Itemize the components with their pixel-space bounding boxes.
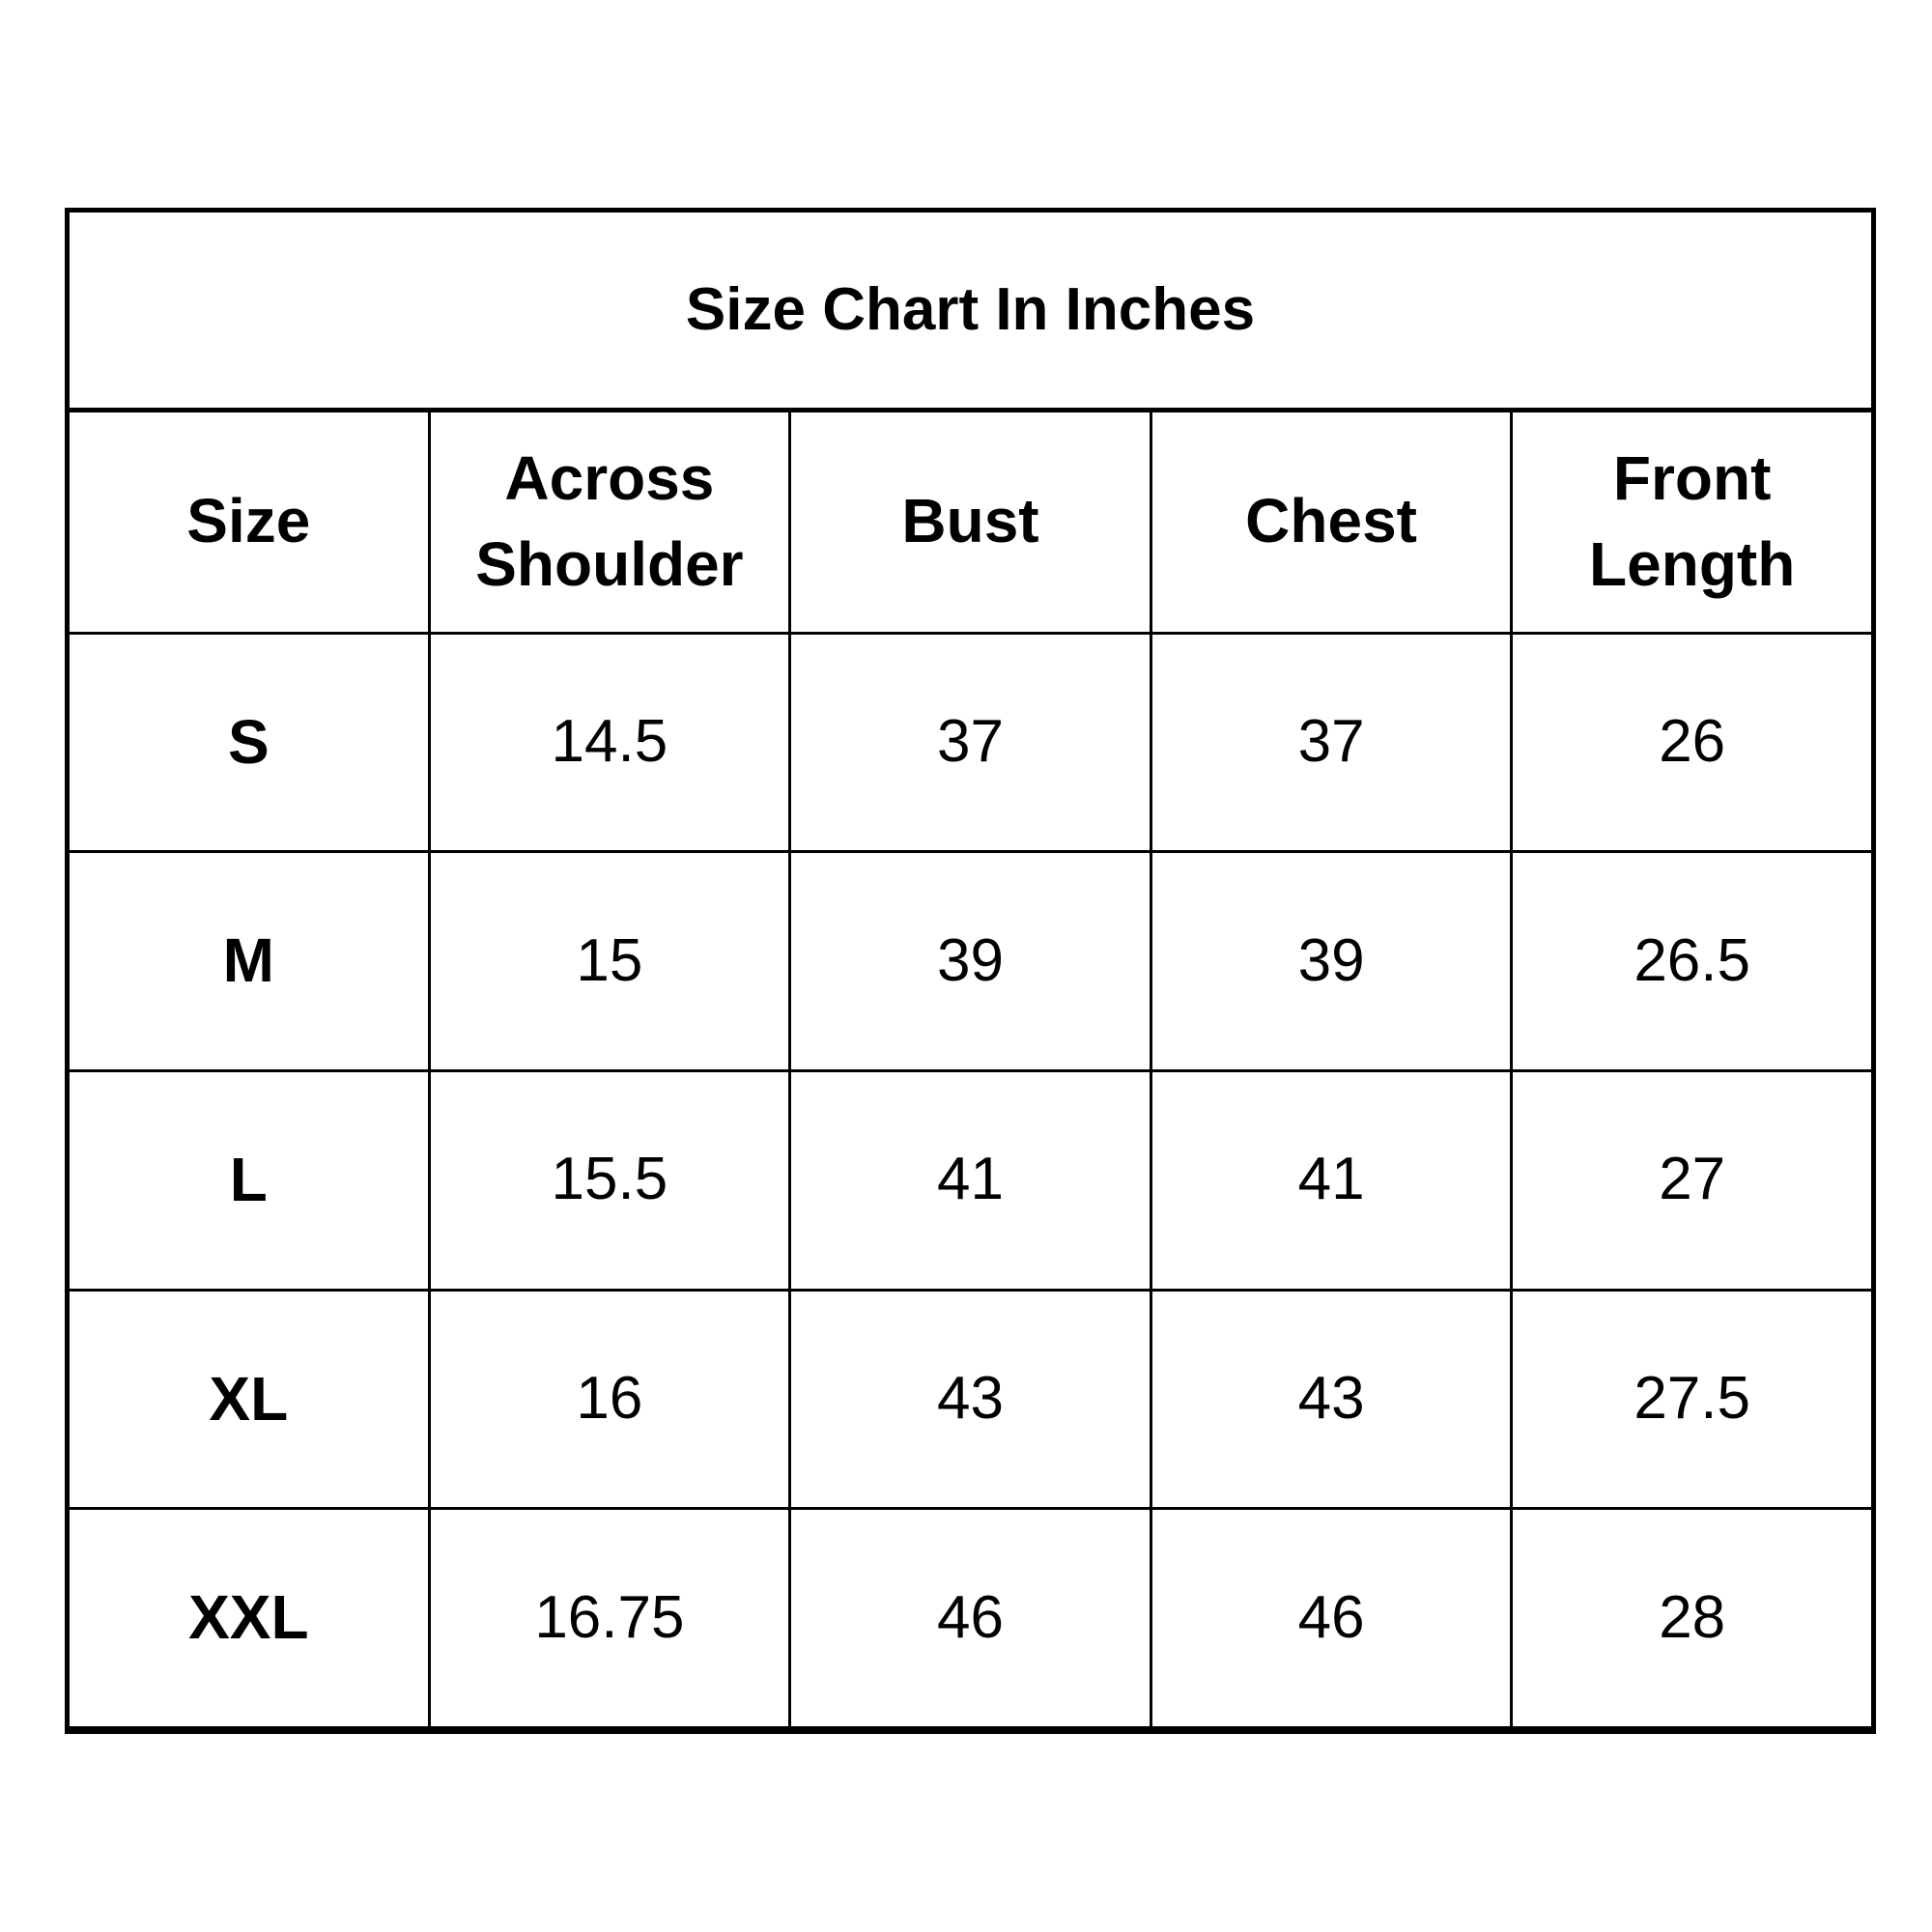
table-title: Size Chart In Inches	[70, 213, 1871, 412]
cell-size: S	[70, 634, 431, 851]
cell-across-shoulder: 16.75	[431, 1510, 792, 1727]
cell-front-length: 27.5	[1634, 1365, 1750, 1433]
table-row: XXL 16.75 46 46 28	[70, 1510, 1871, 1730]
header-chest: Chest	[1152, 412, 1514, 632]
cell-front-length: 26.5	[1634, 926, 1750, 994]
cell-across-shoulder: 16	[431, 1291, 792, 1508]
cell-size: L	[70, 1071, 431, 1289]
header-text: Chest	[1245, 486, 1417, 556]
table-row: S 14.5 37 37 26	[70, 634, 1871, 854]
header-bust: Bust	[791, 412, 1152, 632]
cell-across-shoulder: 14.5	[431, 634, 792, 851]
header-row: Size Across Shoulder Bust Chest Front Leng…	[70, 412, 1871, 635]
header-across-shoulder: Across Shoulder	[431, 412, 792, 632]
cell-chest: 41	[1152, 1071, 1514, 1289]
header-text: Across Shoulder	[475, 442, 744, 600]
cell-bust: 43	[791, 1291, 1152, 1508]
cell-across-shoulder: 15	[431, 853, 792, 1069]
cell-bust: 39	[791, 853, 1152, 1069]
cell-chest: 37	[1152, 634, 1514, 851]
table-row: XL 16 43 43 27.5	[70, 1291, 1871, 1511]
cell-across-shoulder: 15.5	[431, 1071, 792, 1289]
cell-chest: 39	[1152, 853, 1514, 1069]
header-size: Size	[70, 412, 431, 632]
header-text: Front Length	[1589, 442, 1796, 600]
header-text: Size	[186, 486, 311, 556]
header-text: Bust	[901, 486, 1039, 556]
size-chart-table: Size Chart In Inches Size Across Shoulder…	[65, 208, 1876, 1734]
cell-size: M	[70, 853, 431, 1069]
cell-bust: 37	[791, 634, 1152, 851]
cell-bust: 41	[791, 1071, 1152, 1289]
cell-size: XXL	[70, 1510, 431, 1727]
cell-front-length: 28	[1659, 1583, 1726, 1651]
cell-front-length: 26	[1659, 707, 1726, 775]
table-row: L 15.5 41 41 27	[70, 1071, 1871, 1292]
cell-chest: 46	[1152, 1510, 1514, 1727]
cell-bust: 46	[791, 1510, 1152, 1727]
cell-size: XL	[70, 1291, 431, 1508]
cell-front-length: 27	[1659, 1146, 1726, 1213]
cell-chest: 43	[1152, 1291, 1514, 1508]
header-front-length: Front Length	[1513, 412, 1871, 632]
table-row: M 15 39 39 26.5	[70, 853, 1871, 1072]
